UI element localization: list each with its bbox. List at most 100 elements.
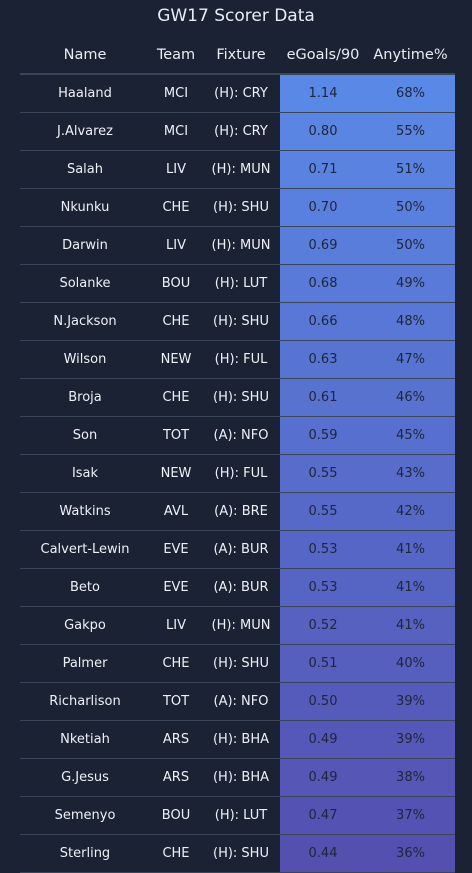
player-name-cell: J.Alvarez — [56, 124, 113, 139]
fixture-cell: (H): LUT — [214, 808, 268, 823]
anytime-cell: 45% — [366, 417, 455, 454]
table-row[interactable]: Palmer CHE (H): SHU 0.51 40% — [20, 645, 455, 683]
team-cell: MCI — [163, 86, 189, 101]
team-cell: CHE — [162, 200, 190, 215]
fixture-cell: (H): SHU — [213, 846, 269, 861]
table-row[interactable]: Gakpo LIV (H): MUN 0.52 41% — [20, 607, 455, 645]
fixture-cell: (H): SHU — [213, 200, 269, 215]
anytime-cell: 41% — [366, 569, 455, 606]
anytime-cell: 37% — [366, 797, 455, 834]
team-cell: CHE — [162, 656, 190, 671]
table-row[interactable]: Nketiah ARS (H): BHA 0.49 39% — [20, 721, 455, 759]
fixture-cell: (H): FUL — [214, 352, 268, 367]
table-row[interactable]: Watkins AVL (A): BRE 0.55 42% — [20, 493, 455, 531]
player-name-cell: G.Jesus — [61, 770, 109, 785]
team-cell: LIV — [166, 238, 186, 253]
fixture-cell: (H): CRY — [214, 86, 268, 101]
egoals-cell: 0.59 — [280, 417, 366, 454]
egoals-cell: 0.47 — [280, 797, 366, 834]
player-name-cell: Palmer — [62, 656, 108, 671]
player-name-cell: Son — [72, 428, 98, 443]
team-cell: TOT — [162, 694, 190, 709]
player-name-cell: Sterling — [59, 846, 111, 861]
team-cell: LIV — [166, 162, 186, 177]
anytime-cell: 39% — [366, 683, 455, 720]
team-cell: BOU — [161, 808, 191, 823]
fixture-cell: (A): BUR — [213, 580, 269, 595]
table-row[interactable]: Calvert-Lewin EVE (A): BUR 0.53 41% — [20, 531, 455, 569]
anytime-cell: 68% — [366, 75, 455, 112]
player-name-cell: Broja — [68, 390, 102, 405]
table-row[interactable]: Semenyo BOU (H): LUT 0.47 37% — [20, 797, 455, 835]
player-name-cell: Nkunku — [60, 200, 110, 215]
table-row[interactable]: Son TOT (A): NFO 0.59 45% — [20, 417, 455, 455]
player-name-cell: Solanke — [59, 276, 111, 291]
anytime-cell: 50% — [366, 189, 455, 226]
table-row[interactable]: G.Jesus ARS (H): BHA 0.49 38% — [20, 759, 455, 797]
fixture-cell: (H): BHA — [212, 770, 270, 785]
table-row[interactable]: Haaland MCI (H): CRY 1.14 68% — [20, 75, 455, 113]
fixture-cell: (H): LUT — [214, 276, 268, 291]
table-row[interactable]: Salah LIV (H): MUN 0.71 51% — [20, 151, 455, 189]
egoals-cell: 0.51 — [280, 645, 366, 682]
anytime-cell: 47% — [366, 341, 455, 378]
egoals-cell: 0.49 — [280, 721, 366, 758]
player-name-cell: Darwin — [62, 238, 108, 253]
team-cell: MCI — [163, 124, 189, 139]
player-name-cell: Watkins — [59, 504, 111, 519]
column-header-name[interactable]: Name — [63, 46, 107, 63]
egoals-cell: 0.53 — [280, 569, 366, 606]
player-name-cell: Semenyo — [54, 808, 116, 823]
fixture-cell: (H): SHU — [213, 390, 269, 405]
anytime-cell: 39% — [366, 721, 455, 758]
player-name-cell: N.Jackson — [53, 314, 117, 329]
table-row[interactable]: Sterling CHE (H): SHU 0.44 36% — [20, 835, 455, 873]
team-cell: NEW — [160, 352, 192, 367]
table-row[interactable]: N.Jackson CHE (H): SHU 0.66 48% — [20, 303, 455, 341]
player-name-cell: Nketiah — [60, 732, 110, 747]
column-header-team[interactable]: Team — [156, 46, 196, 63]
table-row[interactable]: Darwin LIV (H): MUN 0.69 50% — [20, 227, 455, 265]
egoals-cell: 1.14 — [280, 75, 366, 112]
column-header-anytime[interactable]: Anytime% — [373, 46, 448, 63]
egoals-cell: 0.44 — [280, 835, 366, 872]
team-cell: AVL — [163, 504, 189, 519]
egoals-cell: 0.53 — [280, 531, 366, 568]
team-cell: ARS — [162, 770, 190, 785]
table-row[interactable]: J.Alvarez MCI (H): CRY 0.80 55% — [20, 113, 455, 151]
player-name-cell: Wilson — [63, 352, 107, 367]
anytime-cell: 43% — [366, 455, 455, 492]
anytime-cell: 38% — [366, 759, 455, 796]
egoals-cell: 0.80 — [280, 113, 366, 150]
table-row[interactable]: Beto EVE (A): BUR 0.53 41% — [20, 569, 455, 607]
table-row[interactable]: Nkunku CHE (H): SHU 0.70 50% — [20, 189, 455, 227]
egoals-cell: 0.61 — [280, 379, 366, 416]
table-row[interactable]: Richarlison TOT (A): NFO 0.50 39% — [20, 683, 455, 721]
egoals-cell: 0.55 — [280, 493, 366, 530]
anytime-cell: 49% — [366, 265, 455, 302]
player-name-cell: Salah — [66, 162, 104, 177]
table-header: Name Team Fixture eGoals/90 Anytime% — [20, 36, 455, 75]
team-cell: TOT — [162, 428, 190, 443]
egoals-cell: 0.66 — [280, 303, 366, 340]
anytime-cell: 51% — [366, 151, 455, 188]
anytime-cell: 48% — [366, 303, 455, 340]
column-header-egoals[interactable]: eGoals/90 — [286, 46, 360, 63]
column-header-fixture[interactable]: Fixture — [216, 46, 266, 63]
scorer-table: Name Team Fixture eGoals/90 Anytime% Haa… — [20, 36, 455, 873]
table-row[interactable]: Isak NEW (H): FUL 0.55 43% — [20, 455, 455, 493]
anytime-cell: 50% — [366, 227, 455, 264]
fixture-cell: (A): BRE — [214, 504, 268, 519]
player-name-cell: Isak — [71, 466, 99, 481]
team-cell: EVE — [163, 580, 189, 595]
table-row[interactable]: Solanke BOU (H): LUT 0.68 49% — [20, 265, 455, 303]
team-cell: ARS — [162, 732, 190, 747]
team-cell: LIV — [166, 618, 186, 633]
fixture-cell: (H): MUN — [211, 238, 271, 253]
egoals-cell: 0.63 — [280, 341, 366, 378]
table-row[interactable]: Wilson NEW (H): FUL 0.63 47% — [20, 341, 455, 379]
table-row[interactable]: Broja CHE (H): SHU 0.61 46% — [20, 379, 455, 417]
anytime-cell: 46% — [366, 379, 455, 416]
fixture-cell: (H): FUL — [214, 466, 268, 481]
